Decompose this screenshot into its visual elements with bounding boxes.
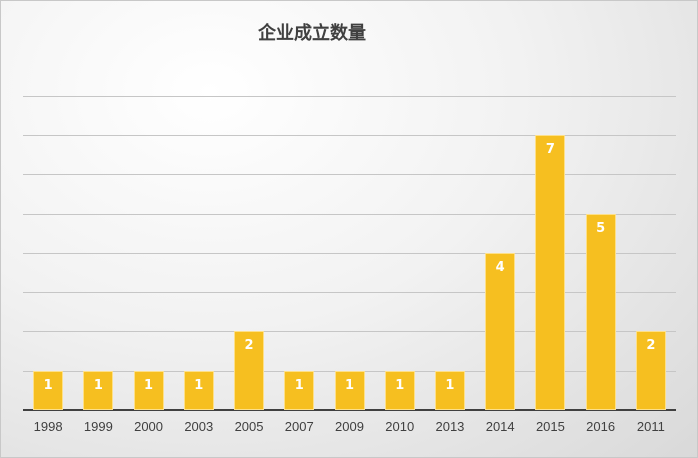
gridline <box>23 135 676 136</box>
bar: 1 <box>183 370 214 410</box>
x-tick-label: 2000 <box>134 419 164 434</box>
gridline <box>23 96 676 97</box>
bar: 1 <box>434 370 465 410</box>
bar: 1 <box>334 370 365 410</box>
data-label: 1 <box>43 377 53 393</box>
bar: 1 <box>83 370 114 410</box>
data-label: 1 <box>144 377 154 393</box>
x-tick-label: 1998 <box>33 419 63 434</box>
data-label: 1 <box>344 377 355 393</box>
gridline <box>23 214 676 215</box>
bar: 4 <box>485 252 516 410</box>
x-tick-label: 2010 <box>385 419 415 434</box>
gridline <box>23 292 676 293</box>
data-label: 1 <box>194 377 204 393</box>
x-tick-label: 2016 <box>586 419 616 434</box>
bar: 1 <box>133 370 164 410</box>
data-label: 5 <box>596 220 606 236</box>
x-tick-label: 2013 <box>435 419 465 434</box>
data-label: 1 <box>294 377 304 393</box>
gridline <box>23 331 676 332</box>
x-axis-line <box>23 409 676 411</box>
bar: 1 <box>284 370 315 410</box>
bar: 1 <box>33 370 64 410</box>
data-label: 1 <box>395 377 405 393</box>
x-tick-label: 2005 <box>234 419 264 434</box>
chart-title: 企业成立数量 <box>258 23 366 44</box>
x-tick-label: 2015 <box>535 419 565 434</box>
x-tick-label: 2014 <box>485 419 515 434</box>
x-tick-label: 2003 <box>184 419 214 434</box>
x-tick-label: 2007 <box>284 419 314 434</box>
data-label: 4 <box>495 259 505 275</box>
x-tick-label: 1999 <box>83 419 113 434</box>
gridline <box>23 253 676 254</box>
bar: 5 <box>585 213 616 410</box>
data-label: 7 <box>545 141 555 157</box>
bar: 2 <box>635 331 666 410</box>
data-label: 2 <box>646 338 656 354</box>
bar: 2 <box>234 331 265 410</box>
bar: 1 <box>384 370 415 410</box>
x-tick-label: 2011 <box>636 419 665 434</box>
gridline <box>23 174 676 175</box>
x-tick-label: 2009 <box>335 419 364 434</box>
data-label: 2 <box>244 338 254 354</box>
data-label: 1 <box>445 377 455 393</box>
data-label: 1 <box>93 377 103 393</box>
bar: 7 <box>535 134 566 410</box>
